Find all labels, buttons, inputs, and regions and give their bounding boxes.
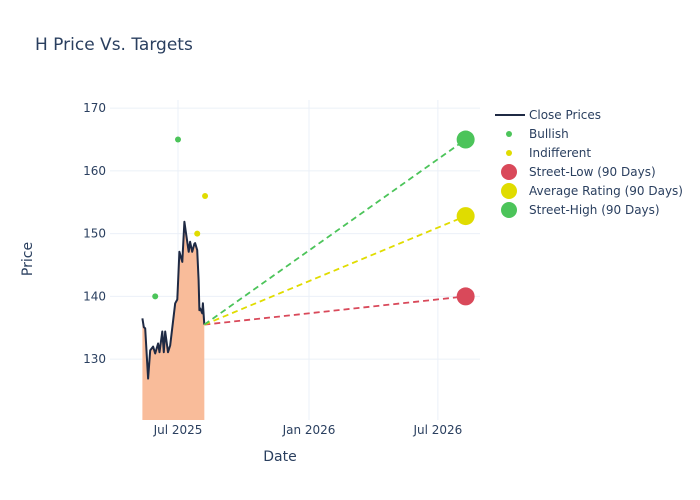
target-marker [456, 287, 475, 306]
y-tick-label: 170 [83, 101, 106, 115]
target-line [204, 295, 466, 326]
y-tick-label: 140 [83, 289, 106, 303]
legend-label: Street-High (90 Days) [529, 203, 660, 217]
bullish-point [175, 136, 181, 143]
target-marker [456, 207, 475, 226]
legend: Close Prices Bullish Indifferent Street-Low… [495, 108, 683, 218]
legend-dot-icon [506, 131, 512, 137]
legend-marker-icon [501, 202, 517, 218]
x-tick-label: Jul 2026 [412, 423, 462, 437]
y-axis-title: Price [20, 242, 36, 276]
legend-marker-icon [501, 164, 517, 180]
target-line [203, 215, 466, 326]
legend-label: Street-Low (90 Days) [529, 165, 656, 179]
y-tick-label: 130 [83, 352, 106, 366]
legend-label: Indifferent [529, 146, 591, 160]
indifferent-point [202, 193, 209, 199]
legend-label: Bullish [529, 127, 569, 141]
x-axis-title: Date [263, 449, 296, 465]
close-price-line [141, 220, 206, 380]
chart-title: H Price Vs. Targets [35, 35, 193, 55]
legend-marker-icon [501, 183, 517, 199]
x-tick-label: Jan 2026 [282, 423, 336, 437]
indifferent-point [194, 230, 201, 237]
legend-label: Average Rating (90 Days) [529, 184, 683, 198]
y-tick-label: 160 [83, 164, 106, 178]
x-tick-label: Jul 2025 [153, 423, 203, 437]
legend-label: Close Prices [529, 108, 601, 122]
target-marker [456, 130, 475, 149]
legend-dot-icon [506, 150, 512, 156]
bullish-point [152, 293, 159, 300]
y-tick-label: 150 [83, 227, 106, 241]
target-line [203, 138, 467, 326]
